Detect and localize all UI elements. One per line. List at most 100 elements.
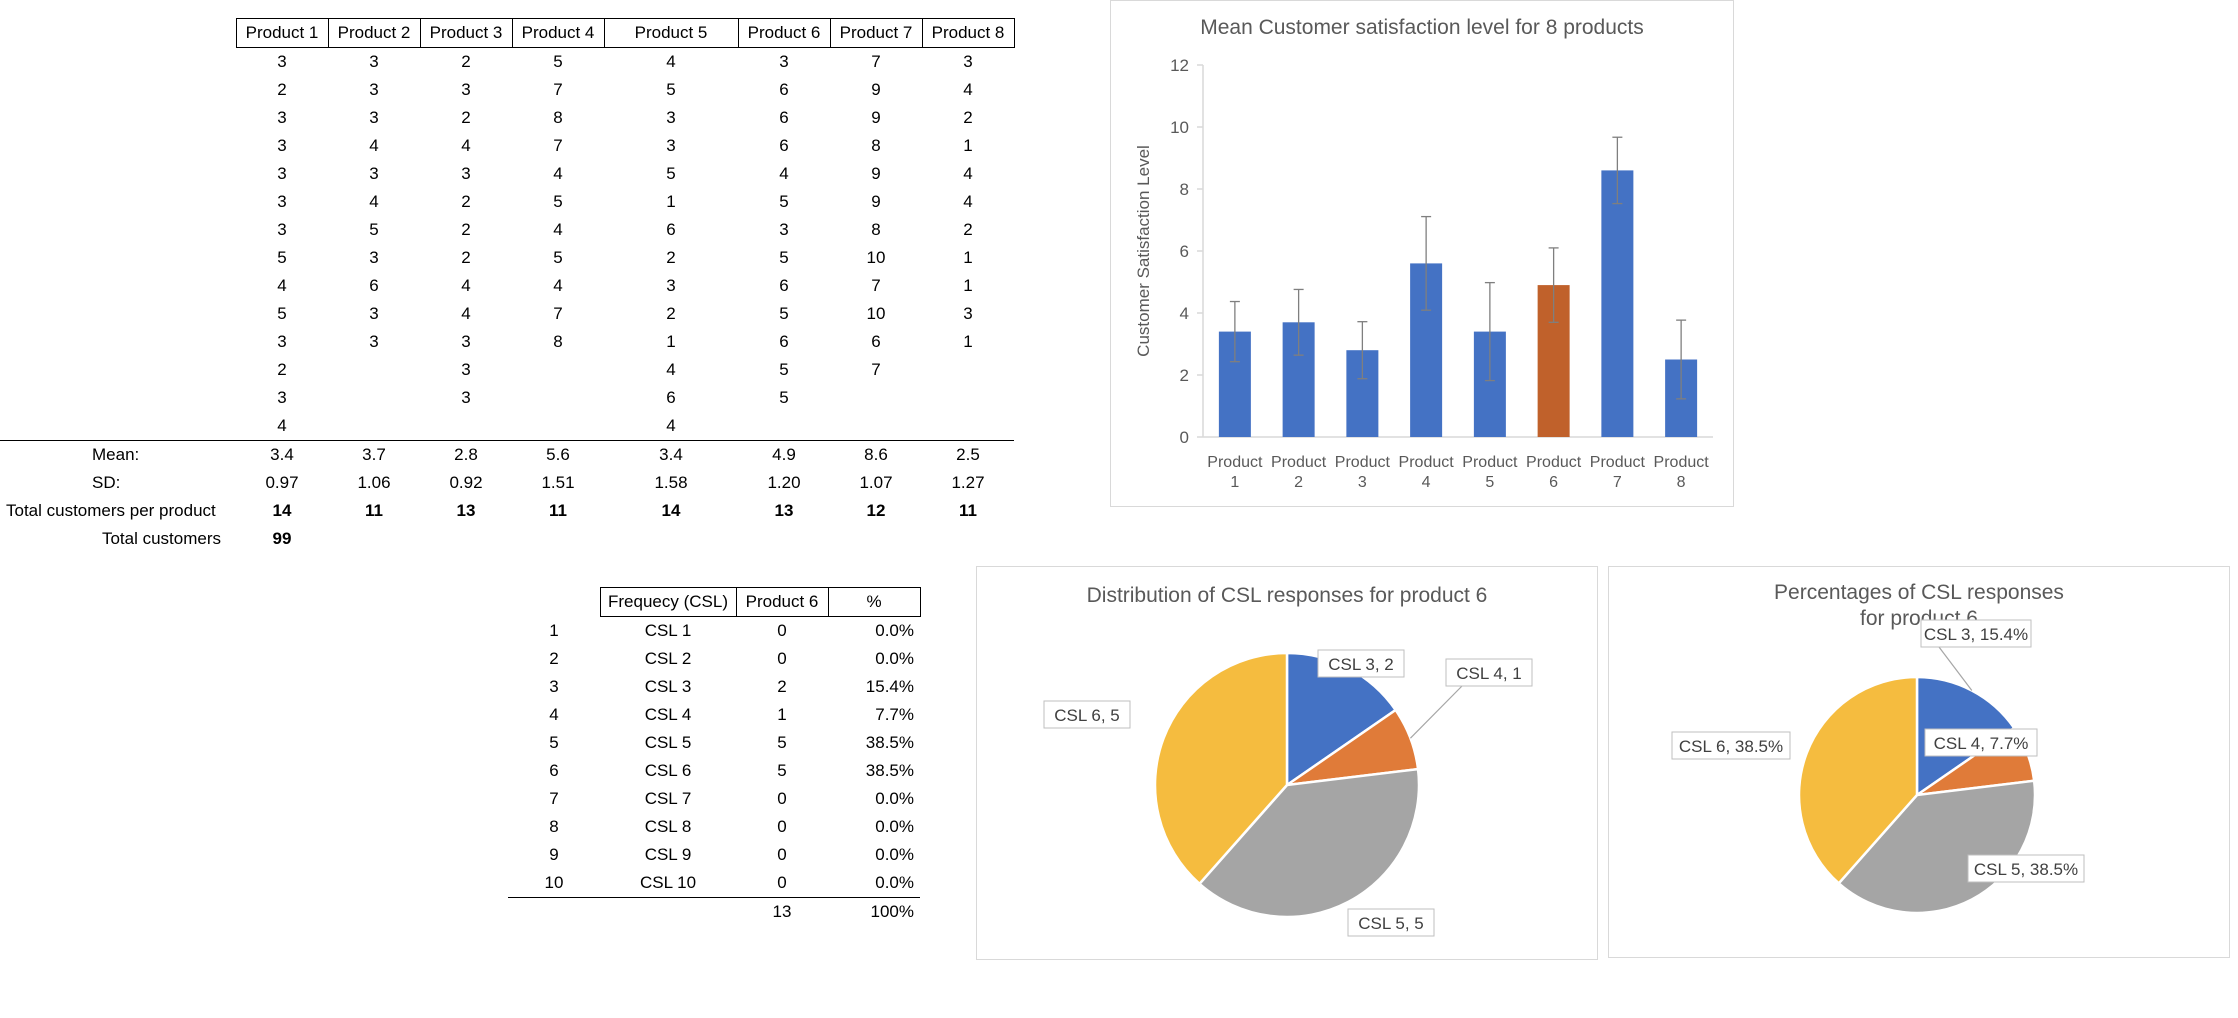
table-cell: 4 <box>666 52 676 71</box>
x-tick-label-line: Product <box>1207 454 1263 471</box>
table-cell: 6 <box>369 276 379 295</box>
row-label-cell <box>0 384 236 412</box>
table-cell: 2 <box>666 304 676 323</box>
table-cell: 4 <box>553 220 563 239</box>
table-cell: 1 <box>666 192 676 211</box>
table-cell <box>420 412 512 441</box>
freq-cell: 0 <box>777 649 787 668</box>
table-row: 2 3 3 7 5 6 9 4 <box>0 76 1014 104</box>
total-customers-label: Total customers <box>101 529 221 548</box>
sd-row: SD: 0.97 1.06 0.92 1.51 1.58 1.20 1.07 1.27 <box>0 469 1014 497</box>
bar <box>1601 170 1634 437</box>
table-cell: 8 <box>871 220 881 239</box>
table-cell: 5 <box>553 52 563 71</box>
table-cell: 3 <box>277 220 287 239</box>
mean-row: Mean: 3.4 3.7 2.8 5.6 3.4 4.9 8.6 2.5 <box>0 440 1014 469</box>
freq-row: 7 CSL 7 0 0.0% <box>508 785 920 813</box>
table-cell: 3 <box>461 164 471 183</box>
table-cell: 4 <box>277 276 287 295</box>
table-cell: 4 <box>666 416 676 435</box>
row-label-cell <box>0 356 236 384</box>
table-row: 3 3 2 8 3 6 9 2 <box>0 104 1014 132</box>
table-cell <box>830 412 922 441</box>
total-per-product-label: Total customers per product <box>6 501 216 520</box>
table-cell: 3 <box>963 52 973 71</box>
table-cell: 3 <box>666 108 676 127</box>
table-cell: 9 <box>871 80 881 99</box>
freq-cell: CSL 1 <box>644 621 692 640</box>
pie-label-box <box>1445 658 1533 687</box>
freq-cell: CSL 5 <box>644 733 692 752</box>
bar-chart: Mean Customer satisfaction level for 8 p… <box>1134 16 1713 491</box>
pie-slice <box>1153 651 1289 886</box>
freq-cell: 0.0% <box>875 789 914 808</box>
x-tick-label-line: Product <box>1335 454 1391 471</box>
sd-value: 0.92 <box>449 473 483 492</box>
x-tick-label-line: Product <box>1271 454 1327 471</box>
table-cell: 2 <box>461 220 471 239</box>
pie-slice <box>1797 675 1919 886</box>
table-cell <box>922 412 1014 441</box>
table-cell: 5 <box>779 388 789 407</box>
freq-cell: CSL 9 <box>644 845 692 864</box>
freq-cell: CSL 8 <box>644 817 692 836</box>
freq-cell: 9 <box>549 845 559 864</box>
row-label-cell <box>0 272 236 300</box>
column-header: Product 8 <box>921 18 1015 48</box>
table-cell: 3 <box>369 52 379 71</box>
chart-title: Mean Customer satisfaction level for 8 p… <box>1200 16 1644 39</box>
x-tick-label: Product 1 <box>1207 454 1263 491</box>
freq-cell: 0.0% <box>875 845 914 864</box>
table-cell: 2 <box>461 248 471 267</box>
mean-value: 3.4 <box>604 440 738 469</box>
table-cell: 6 <box>779 276 789 295</box>
table-cell: 7 <box>871 360 881 379</box>
pie-label-box <box>1671 731 1791 760</box>
table-cell <box>738 412 830 441</box>
chart-title-line1: Percentages of CSL responses <box>1774 581 2064 604</box>
row-label-cell <box>0 104 236 132</box>
freq-cell: CSL 7 <box>644 789 692 808</box>
x-tick-label-line: 1 <box>1230 474 1239 491</box>
table-cell: 2 <box>461 108 471 127</box>
x-tick-label-line: 7 <box>1613 474 1622 491</box>
freq-cell: 15.4% <box>865 677 914 696</box>
table-cell: 4 <box>553 276 563 295</box>
freq-cell: CSL 2 <box>644 649 692 668</box>
table-cell: 1 <box>963 136 973 155</box>
total-customers-value: 99 <box>272 529 292 548</box>
table-cell: 6 <box>871 332 881 351</box>
freq-cell: 5 <box>777 761 787 780</box>
freq-column-header: Product 6 <box>735 587 829 617</box>
y-axis-label: Customer Satisfaction Level <box>1134 145 1153 357</box>
table-cell: 3 <box>779 52 789 71</box>
freq-total-row: 13 100% <box>508 897 920 926</box>
x-tick-label-line: Product <box>1526 454 1582 471</box>
freq-cell: 0 <box>777 845 787 864</box>
table-cell <box>922 356 1014 384</box>
table-cell: 2 <box>277 360 287 379</box>
freq-row: 5 CSL 5 5 38.5% <box>508 729 920 757</box>
freq-cell: CSL 6 <box>644 761 692 780</box>
column-header: Product 2 <box>327 18 421 48</box>
x-tick-label-line: 3 <box>1358 474 1367 491</box>
mean-value: 4.9 <box>738 440 830 469</box>
freq-cell: 0 <box>777 789 787 808</box>
table-cell: 10 <box>866 248 886 267</box>
mean-value: 3.7 <box>328 440 420 469</box>
table-cell: 7 <box>553 136 563 155</box>
x-tick-label: Product 5 <box>1462 454 1518 491</box>
pie-leader-line <box>1938 646 1973 691</box>
table-cell: 4 <box>461 276 471 295</box>
freq-cell: CSL 4 <box>644 705 692 724</box>
pie-label-text: CSL 6, 38.5% <box>1679 737 1783 756</box>
total-per-product-value: 11 <box>549 501 567 520</box>
x-tick-label-line: 6 <box>1549 474 1558 491</box>
sd-value: 1.07 <box>859 473 893 492</box>
row-label-cell <box>0 412 236 441</box>
table-cell: 7 <box>553 80 563 99</box>
table-cell: 1 <box>963 332 973 351</box>
y-tick-label: 12 <box>1170 56 1189 75</box>
x-tick-label-line: 8 <box>1677 474 1686 491</box>
total-per-product-value: 12 <box>866 501 886 520</box>
